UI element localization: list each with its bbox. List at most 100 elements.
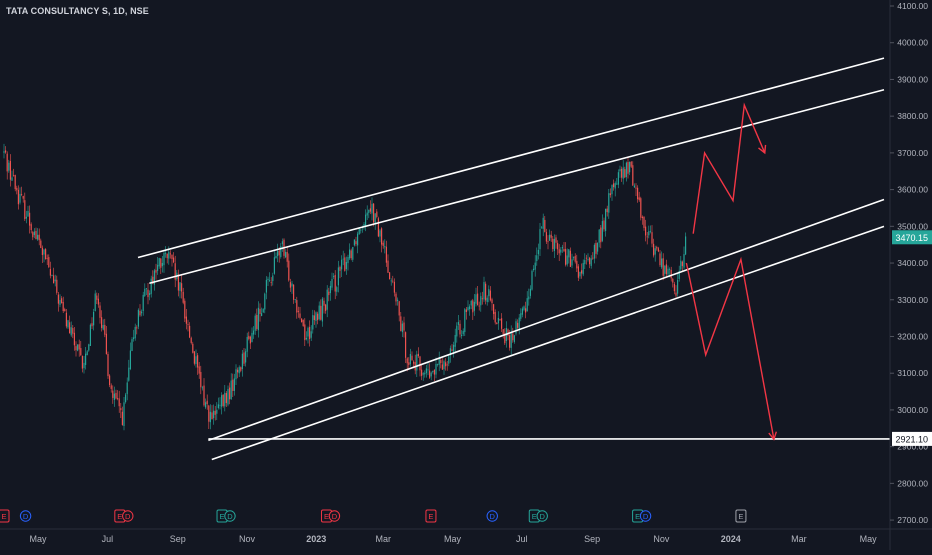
candle-body xyxy=(536,255,538,262)
symbol-title: TATA CONSULTANCY S, 1D, NSE xyxy=(6,6,149,16)
trend-line xyxy=(137,57,885,259)
candle-body xyxy=(230,380,232,400)
candle-body xyxy=(347,256,349,264)
candle-body xyxy=(651,232,653,244)
candle-body xyxy=(371,203,373,214)
candle-body xyxy=(424,372,426,375)
last-price-label: 3470.15 xyxy=(895,233,928,243)
candle-body xyxy=(613,183,615,188)
price-axis-panel[interactable] xyxy=(890,0,932,550)
candle-body xyxy=(353,239,355,246)
candle-body xyxy=(142,294,144,312)
candle-body xyxy=(22,195,24,199)
candle-body xyxy=(110,385,112,389)
candle-body xyxy=(251,332,253,343)
candle-body xyxy=(344,257,346,271)
time-tick-label: Mar xyxy=(791,534,807,544)
candle-body xyxy=(416,354,418,371)
candle-body xyxy=(51,275,53,276)
candle-body xyxy=(318,305,320,320)
candle-body xyxy=(9,160,11,180)
candle-body xyxy=(456,325,458,337)
candle-body xyxy=(657,248,659,252)
candle-body xyxy=(477,293,479,306)
candle-body xyxy=(296,300,298,313)
candle-body xyxy=(323,300,325,306)
event-marker-letter: E xyxy=(324,512,329,521)
candle-body xyxy=(552,238,554,250)
candle-body xyxy=(264,293,266,310)
candle-body xyxy=(45,249,47,260)
candle-body xyxy=(289,282,291,288)
candle-body xyxy=(193,351,195,364)
candle-body xyxy=(249,336,251,344)
candle-body xyxy=(141,311,143,314)
candle-body xyxy=(400,316,402,331)
candle-body xyxy=(221,395,223,407)
candle-body xyxy=(565,249,567,265)
candle-body xyxy=(440,360,442,364)
candle-body xyxy=(541,227,543,229)
candle-body xyxy=(664,265,666,274)
candle-body xyxy=(83,362,85,369)
candle-body xyxy=(243,352,245,364)
price-tick-label: 3000.00 xyxy=(897,405,928,415)
candle-body xyxy=(118,398,120,407)
candle-body xyxy=(473,301,475,311)
candle-body xyxy=(550,234,552,238)
candle-body xyxy=(331,278,333,288)
candle-body xyxy=(265,279,267,293)
candle-body xyxy=(342,258,344,260)
time-tick-label: May xyxy=(30,534,48,544)
candle-body xyxy=(352,247,354,260)
candle-body xyxy=(395,293,397,302)
candle-body xyxy=(253,330,255,335)
candle-body xyxy=(544,219,546,232)
candle-body xyxy=(573,257,575,259)
candle-body xyxy=(445,362,447,367)
candle-body xyxy=(637,187,639,200)
candle-body xyxy=(376,211,378,217)
candle-body xyxy=(590,258,592,266)
candle-body xyxy=(616,183,618,185)
candle-body xyxy=(446,364,448,366)
candle-body xyxy=(632,165,634,186)
candle-body xyxy=(200,371,202,388)
candle-body xyxy=(673,283,675,292)
candle-body xyxy=(457,321,459,325)
candle-body xyxy=(67,320,69,328)
candle-body xyxy=(582,262,584,275)
earnings-marker xyxy=(0,509,10,523)
candle-body xyxy=(569,250,571,267)
candle-body xyxy=(315,312,317,321)
candle-body xyxy=(451,349,453,351)
candle-body xyxy=(241,353,243,370)
candle-body xyxy=(125,394,127,403)
candle-body xyxy=(155,269,157,273)
candle-body xyxy=(560,249,562,253)
candle-body xyxy=(184,300,186,319)
candle-body xyxy=(561,247,563,249)
candle-body xyxy=(128,367,130,381)
candle-body xyxy=(605,208,607,232)
candle-body xyxy=(413,361,415,364)
candle-body xyxy=(8,162,10,171)
candle-body xyxy=(357,233,359,246)
candle-body xyxy=(667,268,669,275)
event-marker-letter: E xyxy=(220,512,225,521)
trend-line xyxy=(149,88,885,285)
candle-body xyxy=(309,326,311,340)
candle-body xyxy=(475,294,477,304)
candle-body xyxy=(121,411,123,425)
candle-body xyxy=(669,268,671,270)
projection-path xyxy=(685,256,775,440)
price-tick-label: 3900.00 xyxy=(897,74,928,84)
candle-body xyxy=(665,264,667,275)
event-marker-letter: D xyxy=(490,512,496,521)
candle-body xyxy=(493,304,495,314)
candle-body xyxy=(377,218,379,237)
price-tick-label: 2700.00 xyxy=(897,515,928,525)
candle-body xyxy=(398,301,400,316)
